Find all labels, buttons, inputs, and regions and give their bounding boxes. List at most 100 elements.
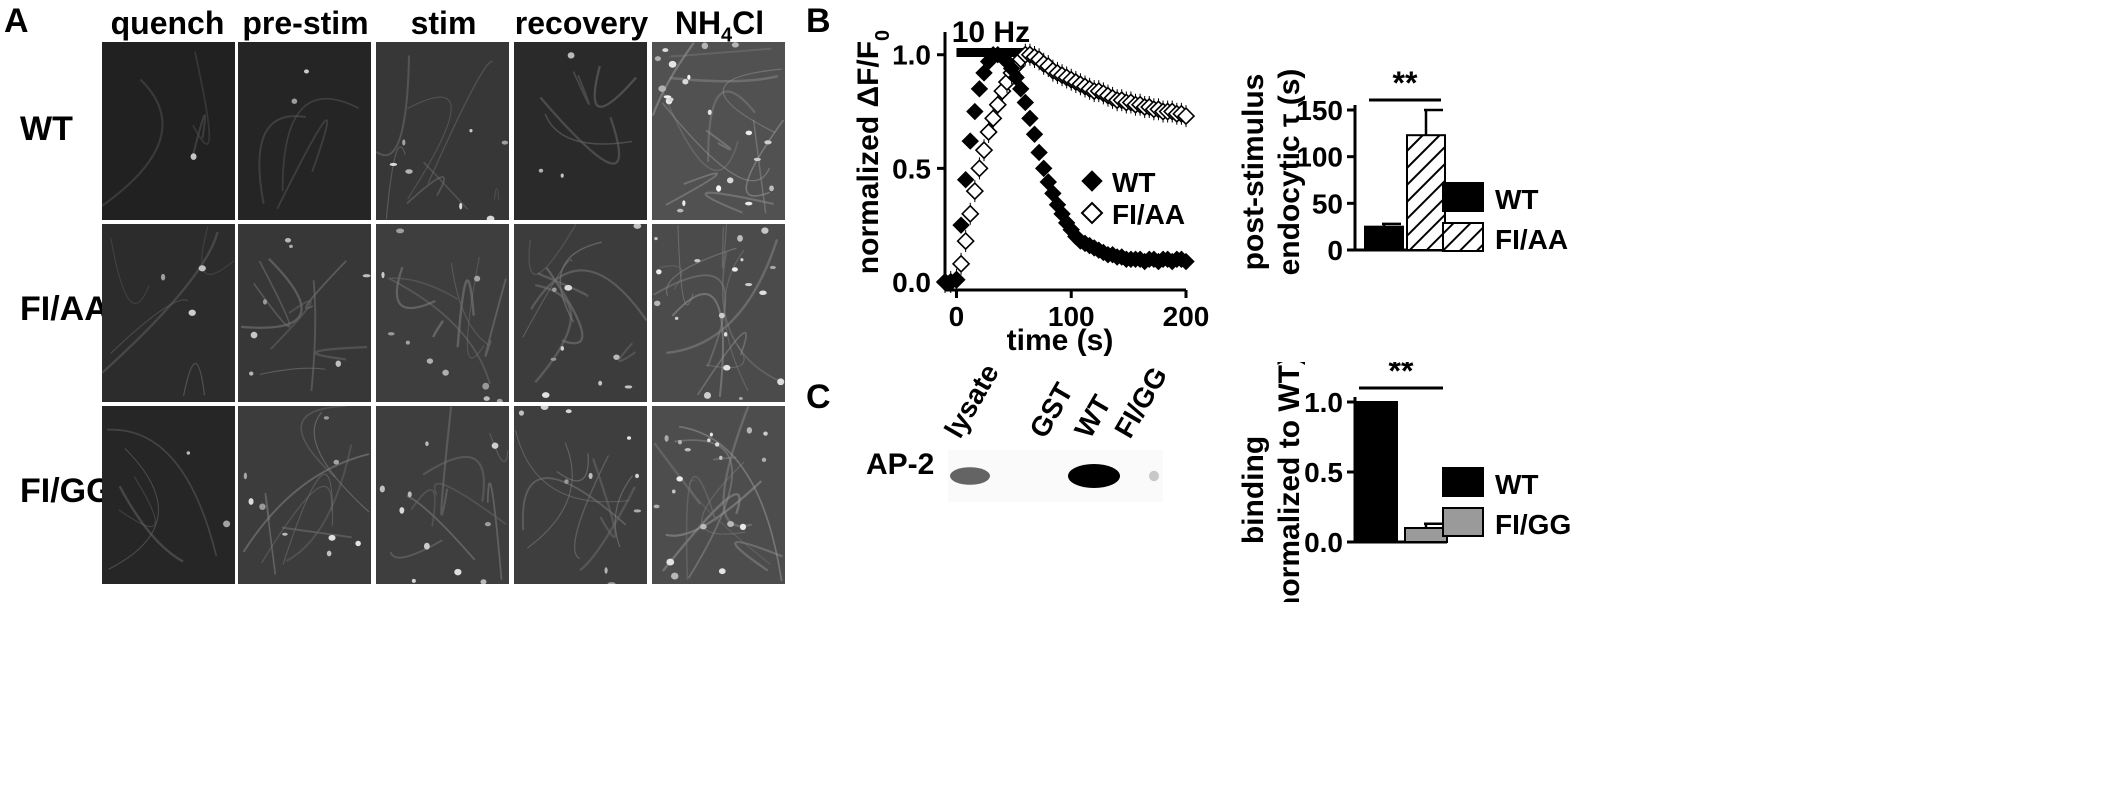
bouton	[405, 169, 413, 174]
bouton	[491, 442, 499, 449]
neurite	[410, 489, 436, 527]
micrograph-tile	[514, 42, 647, 220]
bouton	[484, 522, 491, 527]
neurite	[407, 96, 452, 200]
bouton	[624, 385, 633, 389]
neurite	[389, 277, 491, 385]
bouton	[687, 74, 691, 80]
neurite	[618, 342, 636, 362]
neurite	[484, 278, 507, 357]
neurite	[685, 475, 717, 580]
micrograph-image	[514, 224, 647, 402]
y-tick-label: 150	[1296, 95, 1343, 126]
neurite	[264, 492, 277, 575]
neurite	[310, 280, 317, 392]
bouton	[671, 489, 676, 494]
neurite	[539, 96, 621, 165]
bouton	[718, 568, 726, 575]
bouton	[703, 392, 712, 399]
micrograph-tile	[652, 406, 785, 584]
neurite	[662, 102, 770, 182]
neurite	[201, 225, 235, 275]
bouton	[190, 153, 197, 160]
micrograph-image	[376, 406, 509, 584]
neurite	[314, 345, 368, 361]
bouton	[714, 442, 720, 447]
bouton	[389, 162, 398, 167]
micrograph-background	[514, 224, 647, 402]
micrograph-image	[238, 406, 371, 584]
bouton	[198, 265, 206, 272]
bouton	[250, 331, 258, 339]
significance-label: **	[1389, 362, 1414, 389]
bouton	[474, 275, 481, 282]
micrograph-image	[514, 406, 647, 584]
micrograph-image	[652, 406, 785, 584]
micrograph-background	[376, 42, 509, 220]
bouton	[459, 202, 463, 210]
blot-band	[950, 467, 990, 485]
data-point-wt	[1030, 143, 1048, 162]
neurite	[389, 539, 443, 559]
bouton	[262, 299, 267, 305]
micrograph-image	[102, 42, 235, 220]
neurite	[653, 274, 727, 367]
bouton	[486, 215, 495, 220]
micrograph-tile	[376, 406, 509, 584]
column-label-quench: quench	[110, 5, 225, 41]
neurite	[118, 485, 184, 563]
bouton	[396, 228, 405, 234]
row-label-fi-aa: FI/AA	[20, 290, 109, 328]
neurite	[493, 187, 500, 200]
y-tick-label: 0.5	[1304, 457, 1343, 488]
western-blot: lysate GST WT FI/GG	[840, 359, 1180, 510]
nh4cl-subscript: 4	[721, 24, 733, 47]
bouton	[677, 439, 682, 445]
bouton	[423, 542, 430, 550]
bouton	[480, 579, 487, 584]
bouton	[483, 396, 490, 401]
neurite	[387, 277, 459, 300]
bouton	[284, 237, 292, 243]
micrograph-image	[514, 42, 647, 220]
micrograph-background	[514, 406, 647, 584]
bouton	[707, 109, 712, 116]
neurite	[259, 367, 326, 375]
bouton	[454, 568, 462, 576]
bouton	[607, 582, 616, 584]
neurite	[102, 231, 219, 374]
column-label-nh4cl: NH4Cl	[652, 5, 787, 47]
neurite	[432, 320, 445, 338]
neurite	[666, 239, 779, 355]
fluorescence-time-chart: normalized ΔF/F0 time (s) 0.00.51.00 100 2…	[852, 16, 1209, 357]
neurite	[276, 119, 329, 210]
bouton	[658, 85, 667, 92]
bouton	[613, 354, 620, 360]
neurite	[108, 448, 159, 570]
bouton	[764, 140, 772, 145]
y-axis-label-line1: post-stimulus	[1237, 74, 1270, 271]
bouton	[552, 287, 557, 293]
bouton	[694, 259, 701, 263]
micrograph-background	[652, 406, 785, 584]
bouton	[402, 139, 406, 146]
data-point-wt	[1025, 125, 1044, 143]
blot-band	[1068, 464, 1120, 488]
micrograph-tile	[238, 224, 371, 402]
data-point-wt	[961, 132, 979, 150]
micrograph-image	[376, 224, 509, 402]
neurite	[258, 115, 306, 204]
neurite	[192, 114, 207, 156]
neurite	[261, 485, 333, 564]
neurite	[653, 442, 701, 505]
bouton	[469, 128, 473, 133]
bouton	[769, 265, 776, 270]
neurite	[661, 493, 741, 572]
micrograph-image	[652, 42, 785, 220]
neurite	[281, 98, 360, 192]
bar-wt	[1354, 401, 1398, 543]
bouton	[387, 332, 395, 336]
bouton	[682, 78, 689, 85]
neurite	[721, 224, 728, 269]
bouton	[744, 283, 753, 287]
